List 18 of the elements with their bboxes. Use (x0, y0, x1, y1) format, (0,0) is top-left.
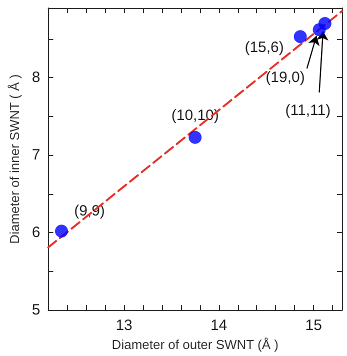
annotation: (9,9) (74, 202, 105, 220)
point (294, 30, 307, 44)
point (188, 130, 202, 144)
y-tick-label: 7 (32, 146, 40, 164)
x-axis-title: Diameter of outer SWNT (Å ) (112, 337, 278, 352)
x-tick-label: 14 (210, 317, 228, 334)
annotation: (19,0) (266, 69, 305, 86)
x-tick-label: 15 (305, 317, 322, 334)
y-tick-label: 8 (32, 69, 40, 86)
y-axis-title: Diameter of inner SWNT ( Å ) (7, 74, 22, 244)
y-tick-label: 5 (32, 302, 40, 319)
annotation: (15,6) (244, 39, 284, 56)
x-tick-label: 13 (116, 317, 132, 334)
annotation: (11,11) (285, 102, 331, 119)
y-tick-label: 6 (32, 224, 40, 242)
point (318, 16, 332, 30)
annotation: (10,10) (171, 106, 219, 124)
point (55, 224, 68, 238)
